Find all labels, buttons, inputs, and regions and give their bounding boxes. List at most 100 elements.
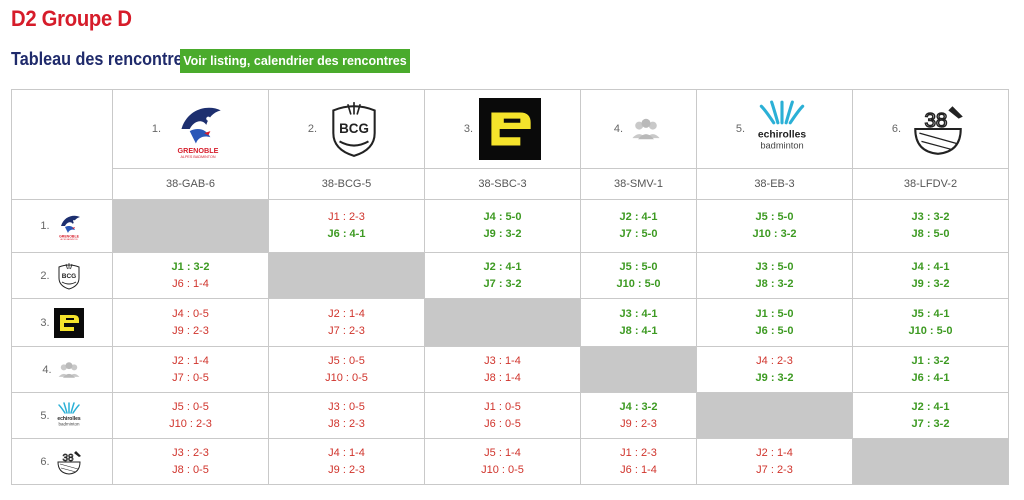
match-cell[interactable]: J3 : 4-1 J8 : 4-1 xyxy=(580,298,697,347)
svg-text:badminton: badminton xyxy=(58,421,80,426)
match-result: J5 : 0-5 xyxy=(328,354,365,367)
match-result: J3 : 5-0 xyxy=(755,260,794,273)
match-cell[interactable]: J2 : 4-1 J7 : 5-0 xyxy=(580,199,697,253)
team-code[interactable]: 38-EB-3 xyxy=(696,168,853,200)
match-cell[interactable]: J5 : 4-1 J10 : 5-0 xyxy=(852,298,1009,347)
match-cell[interactable]: J2 : 1-4 J7 : 2-3 xyxy=(696,438,853,485)
listing-calendar-button[interactable]: Voir listing, calendrier des rencontres xyxy=(180,49,410,73)
svg-text:ALPES BADMINTON: ALPES BADMINTON xyxy=(60,238,78,241)
svg-text:badminton: badminton xyxy=(760,141,803,151)
team-code[interactable]: 38-SMV-1 xyxy=(580,168,697,200)
match-cell[interactable]: J5 : 0-5 J10 : 2-3 xyxy=(112,392,269,439)
team-code[interactable]: 38-LFDV-2 xyxy=(852,168,1009,200)
team-code[interactable]: 38-GAB-6 xyxy=(112,168,269,200)
team-rank: 1. xyxy=(151,123,162,135)
match-result: J4 : 5-0 xyxy=(483,211,522,223)
svg-text:38: 38 xyxy=(62,453,74,464)
table-row: 6. 38 J3 : 2-3 J8 : 0-5 J4 : 1-4 J9 : 2-3 J5… xyxy=(11,438,1009,485)
team-logo: echirolles badminton xyxy=(751,98,813,160)
match-cell[interactable]: J5 : 5-0 J10 : 5-0 xyxy=(580,252,697,299)
match-cell[interactable]: J2 : 4-1 J7 : 3-2 xyxy=(852,392,1009,439)
match-result: J10 : 3-2 xyxy=(752,228,797,240)
match-cell[interactable]: J4 : 1-4 J9 : 2-3 xyxy=(268,438,425,485)
svg-text:echirolles: echirolles xyxy=(57,416,81,422)
match-cell[interactable]: J2 : 1-4 J7 : 2-3 xyxy=(268,298,425,347)
row-header-team[interactable]: 3. xyxy=(11,298,113,347)
row-header-team[interactable]: 1. GRENOBLE ALPES BADMINTON xyxy=(11,199,113,253)
match-result: J1 : 2-3 xyxy=(620,446,657,459)
row-header-team[interactable]: 5. echirolles badminton xyxy=(11,392,113,439)
match-result: J4 : 1-4 xyxy=(328,446,365,459)
column-header-team[interactable]: 2. BCG xyxy=(268,89,425,169)
match-result: J3 : 1-4 xyxy=(484,354,521,367)
match-cell[interactable]: J1 : 5-0 J6 : 5-0 xyxy=(696,298,853,347)
grenoble-logo-icon: GRENOBLE ALPES BADMINTON xyxy=(59,215,80,241)
match-cell[interactable]: J3 : 2-3 J8 : 0-5 xyxy=(112,438,269,485)
match-cell[interactable]: J3 : 5-0 J8 : 3-2 xyxy=(696,252,853,299)
match-cell[interactable]: J3 : 1-4 J8 : 1-4 xyxy=(424,346,581,393)
row-header-team[interactable]: 2. BCG xyxy=(11,252,113,299)
match-cell[interactable]: J1 : 0-5 J6 : 0-5 xyxy=(424,392,581,439)
match-cell[interactable]: J4 : 5-0 J9 : 3-2 xyxy=(424,199,581,253)
team-logo-small: echirolles badminton xyxy=(54,401,84,431)
match-cell[interactable]: J2 : 4-1 J7 : 3-2 xyxy=(424,252,581,299)
team-logo-small: GRENOBLE ALPES BADMINTON xyxy=(54,211,84,241)
column-header-team[interactable]: 3. xyxy=(424,89,581,169)
team-code[interactable]: 38-SBC-3 xyxy=(424,168,581,200)
row-header-team[interactable]: 6. 38 xyxy=(11,438,113,485)
match-result: J10 : 0-5 xyxy=(481,463,524,476)
team-logo xyxy=(629,112,663,146)
match-cell[interactable]: J5 : 0-5 J10 : 0-5 xyxy=(268,346,425,393)
match-result: J10 : 5-0 xyxy=(616,277,661,290)
table-row: 3. J4 : 0-5 J9 : 2-3 J2 : 1-4 J7 : 2-3 J3 : … xyxy=(11,298,1009,347)
column-header-team[interactable]: 6. 38 xyxy=(852,89,1009,169)
svg-text:GRENOBLE: GRENOBLE xyxy=(178,146,219,155)
bcg-logo-icon: BCG xyxy=(332,102,376,157)
match-cell[interactable]: J1 : 2-3 J6 : 1-4 xyxy=(580,438,697,485)
match-cell[interactable]: J1 : 2-3 J6 : 4-1 xyxy=(268,199,425,253)
match-result: J7 : 0-5 xyxy=(172,371,209,384)
match-result: J7 : 2-3 xyxy=(756,463,793,476)
match-result: J10 : 5-0 xyxy=(908,324,953,337)
team-code[interactable]: 38-BCG-5 xyxy=(268,168,425,200)
team-logo-small xyxy=(56,357,82,383)
column-header-team[interactable]: 1. GRENOBLE ALPES BADMINTON xyxy=(112,89,269,169)
team-rank: 6. xyxy=(891,123,902,135)
team-rank: 4. xyxy=(42,363,52,376)
lfdv-logo-icon: 38 xyxy=(914,106,963,155)
match-result: J2 : 4-1 xyxy=(911,400,950,413)
svg-text:echirolles: echirolles xyxy=(758,129,806,140)
column-header-team[interactable]: 4. xyxy=(580,89,697,169)
match-cell[interactable]: J1 : 3-2 J6 : 4-1 xyxy=(852,346,1009,393)
column-header-team[interactable]: 5. echirolles badminton xyxy=(696,89,853,169)
page-title: D2 Groupe D xyxy=(11,6,132,31)
lfdv-logo-icon: 38 xyxy=(57,450,81,475)
match-result: J10 : 0-5 xyxy=(325,371,368,384)
team-logo-row: 1. GRENOBLE ALPES BADMINTON 2. BCG 3. 4. xyxy=(11,89,1009,200)
table-row: 5. echirolles badminton J5 : 0-5 J10 : 2-… xyxy=(11,392,1009,439)
match-cell[interactable]: J5 : 1-4 J10 : 0-5 xyxy=(424,438,581,485)
match-cell[interactable]: J3 : 3-2 J8 : 5-0 xyxy=(852,199,1009,253)
match-cell[interactable]: J4 : 3-2 J9 : 2-3 xyxy=(580,392,697,439)
match-cell[interactable]: J2 : 1-4 J7 : 0-5 xyxy=(112,346,269,393)
match-cell[interactable]: J4 : 4-1 J9 : 3-2 xyxy=(852,252,1009,299)
match-result: J4 : 2-3 xyxy=(756,354,793,367)
team-logo: BCG xyxy=(323,98,385,160)
match-result: J8 : 2-3 xyxy=(328,417,365,430)
match-result: J6 : 4-1 xyxy=(911,371,950,384)
match-result: J6 : 5-0 xyxy=(755,324,794,337)
diagonal-empty-cell xyxy=(112,199,269,253)
match-cell[interactable]: J5 : 5-0 J10 : 3-2 xyxy=(696,199,853,253)
svg-text:38: 38 xyxy=(925,109,948,132)
diagonal-empty-cell xyxy=(696,392,853,439)
match-cell[interactable]: J4 : 0-5 J9 : 2-3 xyxy=(112,298,269,347)
match-result: J4 : 0-5 xyxy=(172,307,209,320)
match-cell[interactable]: J4 : 2-3 J9 : 3-2 xyxy=(696,346,853,393)
match-result: J7 : 3-2 xyxy=(483,277,522,290)
match-cell[interactable]: J3 : 0-5 J8 : 2-3 xyxy=(268,392,425,439)
match-cell[interactable]: J1 : 3-2 J6 : 1-4 xyxy=(112,252,269,299)
match-result: J3 : 0-5 xyxy=(328,400,365,413)
match-result: J9 : 2-3 xyxy=(328,463,365,476)
team-code-row: 38-GAB-6 38-BCG-5 38-SBC-3 38-SMV-1 38-EB-3 3… xyxy=(12,168,1009,200)
row-header-team[interactable]: 4. xyxy=(11,346,113,393)
